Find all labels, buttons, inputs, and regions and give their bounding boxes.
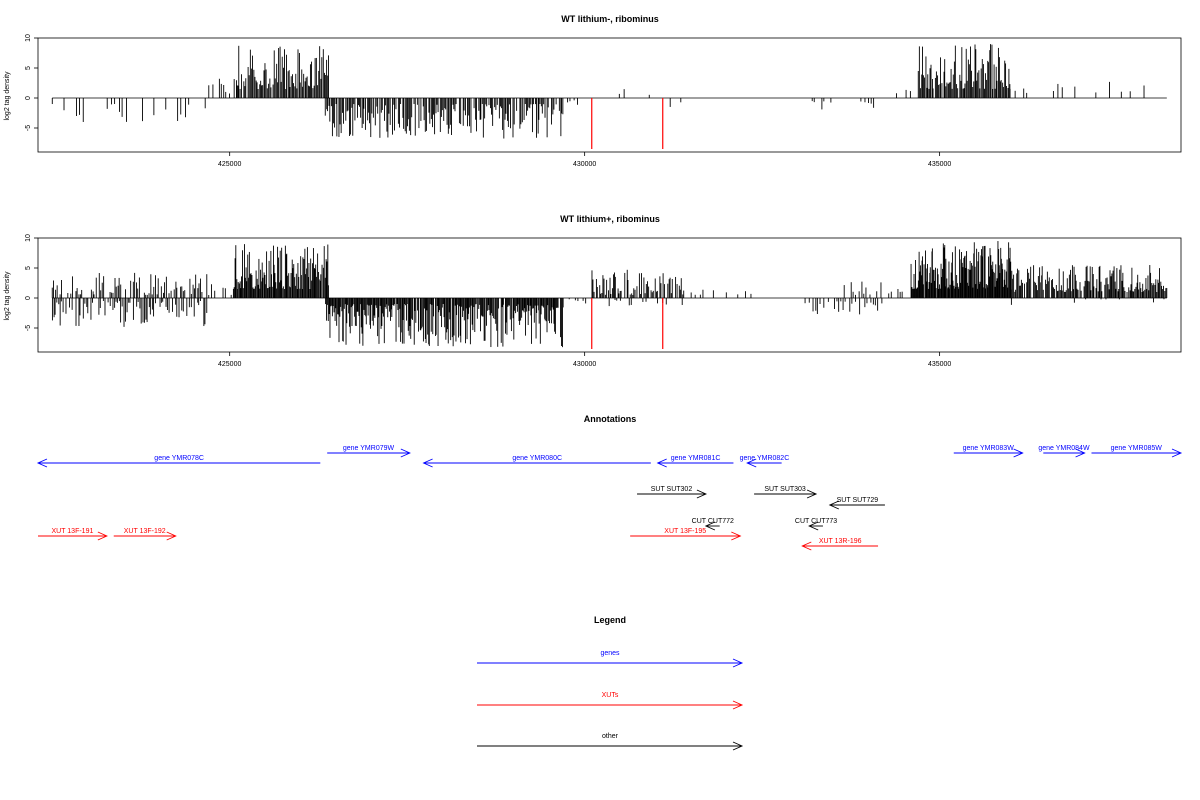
panel-lithium-minus: WT lithium-, ribominus log2 tag density …: [4, 14, 1182, 168]
y-tick-label: 0: [25, 96, 32, 100]
feature-arrowhead: [400, 448, 411, 458]
feature-arrowhead: [97, 531, 108, 541]
annotation-feature: gene YMR082C: [740, 455, 790, 468]
x-tick-label: 430000: [573, 161, 596, 168]
feature-label: gene YMR083W: [963, 445, 1015, 452]
annotation-feature: SUT SUT302: [637, 486, 708, 499]
feature-arrowhead: [746, 458, 757, 468]
y-tick-label: 0: [25, 296, 32, 300]
panel-2-frame: [37, 237, 1182, 353]
feature-label: SUT SUT302: [651, 486, 693, 493]
x-tick-label: 425000: [218, 361, 241, 368]
panel-1-frame: [37, 37, 1182, 153]
feature-arrowhead: [696, 489, 708, 499]
panel-lithium-plus: WT lithium+, ribominus log2 tag density …: [4, 214, 1182, 368]
feature-arrowhead: [801, 541, 812, 551]
x-tick-label: 430000: [573, 361, 596, 368]
panel-2-bars: [51, 241, 1168, 349]
feature-label: XUT 13R-196: [819, 538, 862, 545]
feature-label: XUT 13F-192: [124, 528, 166, 535]
annotation-feature: gene YMR080C: [422, 455, 651, 468]
feature-label: gene YMR078C: [154, 455, 204, 462]
feature-label: gene YMR080C: [512, 455, 562, 462]
annotation-features: gene YMR078C gene YMR079W gene YMR080C gene…: [36, 445, 1183, 551]
annotation-feature: XUT 13F-191: [38, 528, 108, 541]
feature-arrowhead: [704, 521, 716, 531]
feature-arrowhead: [656, 458, 667, 468]
legend-arrowhead: [732, 700, 744, 710]
feature-arrowhead: [36, 458, 48, 468]
feature-arrowhead: [1075, 448, 1086, 458]
annotation-feature: XUT 13R-196: [801, 538, 879, 551]
feature-label: gene YMR079W: [343, 445, 395, 452]
legend-item: genes: [477, 650, 744, 668]
y-tick-label: -5: [25, 325, 32, 331]
annotation-feature: CUT CUT772: [692, 518, 734, 531]
feature-label: XUT 13F-191: [51, 528, 93, 535]
y-tick-label: 10: [25, 34, 32, 42]
y-tick-label: -5: [25, 125, 32, 131]
panel-2-ylabel: log2 tag density: [4, 271, 11, 321]
feature-arrowhead: [828, 500, 840, 510]
feature-label: XUT 13F-195: [664, 528, 706, 535]
x-tick-label: 425000: [218, 161, 241, 168]
feature-label: SUT SUT729: [837, 497, 879, 504]
annotation-feature: gene YMR081C: [656, 455, 734, 468]
feature-arrowhead: [1171, 448, 1183, 458]
x-tick-label: 435000: [928, 161, 951, 168]
feature-arrowhead: [806, 489, 818, 499]
legend-items: genes XUTs other: [477, 650, 744, 751]
legend-item: other: [477, 733, 744, 751]
y-tick-label: 5: [25, 66, 32, 70]
panel-2-title: WT lithium+, ribominus: [560, 214, 660, 224]
feature-label: gene YMR082C: [740, 455, 790, 462]
x-tick-label: 435000: [928, 361, 951, 368]
legend-label: XUTs: [602, 692, 619, 699]
annotation-feature: XUT 13F-192: [113, 528, 177, 541]
legend-arrowhead: [732, 741, 744, 751]
annotation-feature: gene YMR079W: [327, 445, 411, 458]
y-tick-label: 5: [25, 266, 32, 270]
feature-label: gene YMR081C: [671, 455, 721, 462]
legend-label: genes: [600, 650, 620, 657]
feature-arrowhead: [166, 531, 177, 541]
annotation-feature: gene YMR085W: [1091, 445, 1183, 458]
annotations-title: Annotations: [584, 414, 637, 424]
panel-1-bars: [51, 44, 1167, 149]
feature-arrowhead: [1013, 448, 1024, 458]
panel-1-axes: -5 0 5 10 425000 430000 435000: [25, 34, 951, 168]
legend-label: other: [602, 733, 619, 740]
feature-label: CUT CUT773: [795, 518, 837, 525]
feature-label: SUT SUT303: [764, 486, 806, 493]
feature-label: CUT CUT772: [692, 518, 734, 525]
annotation-feature: SUT SUT303: [754, 486, 818, 499]
legend-item: XUTs: [477, 692, 744, 710]
feature-label: gene YMR085W: [1111, 445, 1163, 452]
annotation-feature: gene YMR078C: [36, 455, 321, 468]
feature-arrowhead: [808, 521, 819, 531]
legend-arrowhead: [732, 658, 744, 668]
annotation-feature: gene YMR083W: [953, 445, 1024, 458]
annotation-feature: gene YMR084W: [1038, 445, 1090, 458]
annotation-feature: CUT CUT773: [795, 518, 837, 531]
feature-label: gene YMR084W: [1038, 445, 1090, 452]
annotation-feature: XUT 13F-195: [630, 528, 742, 541]
legend-panel: Legend genes XUTs other: [477, 615, 744, 751]
feature-arrowhead: [731, 531, 742, 541]
legend-title: Legend: [594, 615, 626, 625]
feature-arrowhead: [422, 458, 433, 468]
panel-1-title: WT lithium-, ribominus: [561, 14, 659, 24]
annotation-feature: SUT SUT729: [828, 497, 885, 510]
panel-1-ylabel: log2 tag density: [4, 71, 11, 121]
panel-2-axes: -5 0 5 10 425000 430000 435000: [25, 234, 951, 368]
y-tick-label: 10: [25, 234, 32, 242]
